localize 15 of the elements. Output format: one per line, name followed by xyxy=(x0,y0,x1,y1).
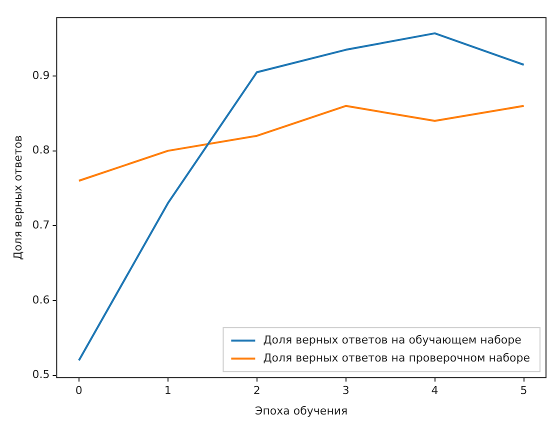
x-tick-label: 1 xyxy=(164,384,172,398)
x-tick-label: 4 xyxy=(431,384,438,398)
legend-label: Доля верных ответов на проверочном наборе xyxy=(263,351,530,364)
y-tick-label: 0.6 xyxy=(32,293,50,306)
x-tick-label: 0 xyxy=(75,384,82,398)
legend-label: Доля верных ответов на обучающем наборе xyxy=(263,333,522,346)
y-tick-label: 0.8 xyxy=(32,144,50,157)
x-axis-title: Эпоха обучения xyxy=(255,404,348,418)
x-tick-label: 3 xyxy=(342,384,350,398)
y-tick-label: 0.9 xyxy=(32,68,50,82)
y-tick-label: 0.5 xyxy=(32,368,50,382)
y-axis-title: Доля верных ответов xyxy=(11,135,24,260)
x-tick-label: 2 xyxy=(253,384,260,398)
y-tick-label: 0.7 xyxy=(32,218,50,232)
x-tick-label: 5 xyxy=(520,384,528,398)
